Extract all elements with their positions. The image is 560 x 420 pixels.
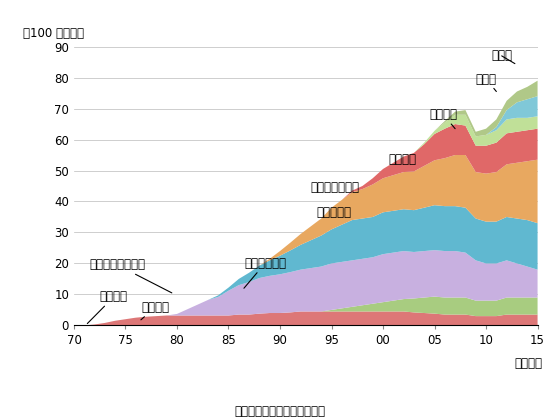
Text: オーストラリア: オーストラリア bbox=[311, 181, 360, 194]
Text: ロシア: ロシア bbox=[476, 73, 497, 92]
Text: インドネシア: インドネシア bbox=[244, 257, 286, 288]
Text: アメリカ: アメリカ bbox=[87, 290, 128, 323]
Text: オマーン: オマーン bbox=[430, 108, 458, 129]
Text: ブルネイ: ブルネイ bbox=[141, 301, 169, 320]
Text: （100 万トン）: （100 万トン） bbox=[23, 26, 84, 39]
Text: カタール: カタール bbox=[388, 153, 416, 166]
Text: アラブ首長国連邦: アラブ首長国連邦 bbox=[90, 258, 172, 293]
Text: その他: その他 bbox=[491, 50, 515, 63]
Text: 財務省「日本貸易統計」より: 財務省「日本貸易統計」より bbox=[235, 405, 325, 418]
Text: （年度）: （年度） bbox=[514, 357, 542, 370]
Text: マレーシア: マレーシア bbox=[316, 206, 351, 219]
